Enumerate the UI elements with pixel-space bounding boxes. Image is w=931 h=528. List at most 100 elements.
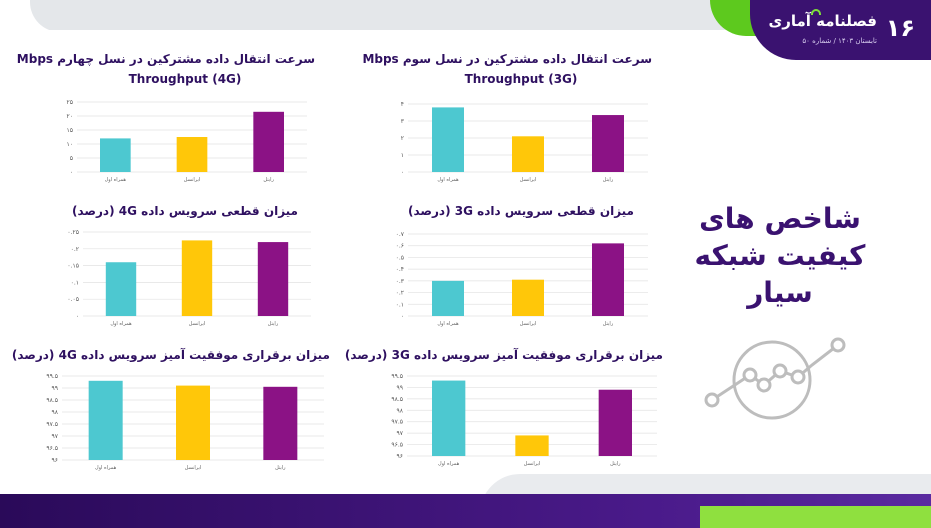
bar [515,435,549,456]
y-tick-label: ۹۷ [397,430,404,437]
y-tick-label: ۹۸.۵ [391,396,403,403]
main-title-line: شاخص های [699,202,861,235]
y-tick-label: ۲۵ [67,99,73,106]
y-tick-label: ۰.۴ [396,266,404,273]
chart-title: Throughput (3G) [464,72,578,86]
chart-title: میزان قطعی سرویس داده 4G (درصد) [72,204,298,218]
y-tick-label: ۹۸.۵ [46,397,58,404]
y-tick-label: ۹۶.۵ [46,445,58,452]
bar [88,380,123,460]
chart-drop-4g: میزان قطعی سرویس داده 4G (درصد) ۰ ۰.۰۵ ۰.۱ ۰… [55,202,315,337]
x-category-label: رایتل [275,465,286,471]
x-category-label: ایرانسل [184,177,201,183]
y-tick-label: ۰.۶ [396,243,404,250]
bar [432,280,464,316]
y-tick-label: ۰ [401,169,404,176]
y-tick-label: ۰.۱ [71,279,79,286]
y-tick-label: ۹۹.۵ [46,373,58,380]
y-tick-label: ۵ [70,155,73,162]
bar [592,115,624,172]
bar [181,240,213,316]
y-tick-label: ۹۹ [397,384,403,391]
x-category-label: رایتل [610,461,621,467]
chart-title: میزان قطعی سرویس داده 3G (درصد) [408,204,634,218]
bar [176,385,210,460]
bar [432,107,464,172]
chart-title: سرعت انتقال داده مشترکین در نسل چهارم Mb… [16,52,315,66]
y-tick-label: ۰.۲ [396,290,404,297]
y-tick-label: ۰ [70,169,73,176]
bar [598,389,632,456]
y-tick-label: ۲۰ [67,113,73,120]
bar [512,279,544,316]
brand-subtitle: تابستان ۱۴۰۳ / شماره ۵۰ [802,37,877,45]
chart-title: Throughput (4G) [128,72,242,86]
y-tick-label: ۹۹ [52,385,58,392]
y-tick-label: ۹۸ [52,409,59,416]
y-tick-label: ۰.۲۵ [67,229,79,236]
chart-svg: ۹۶ ۹۶.۵ ۹۷ ۹۷.۵ ۹۸ ۹۸.۵ ۹۹ ۹۹.۵ همراه اول ایرانسل… [46,373,324,471]
chart-svg: ۰ ۰.۱ ۰.۲ ۰.۳ ۰.۴ ۰.۵ ۰.۶ ۰.۷ همراه اول ایرانسل را… [396,231,648,327]
y-tick-label: ۰.۷ [396,231,405,238]
y-tick-label: ۹۷.۵ [46,421,58,428]
header-brand: فصلنامه آماری تابستان ۱۴۰۳ / شماره ۵۰ ۱۶ [750,0,931,60]
chart-title: سرعت انتقال داده مشترکین در نسل سوم Mbps [362,52,652,66]
y-tick-label: ۲ [401,135,404,142]
chart-title: میزان برقراری موفقیت آمیز سرویس داده 3G … [344,348,663,362]
chart-svg: ۹۶ ۹۶.۵ ۹۷ ۹۷.۵ ۹۸ ۹۸.۵ ۹۹ ۹۹.۵ همراه اول ایرانسل… [391,373,657,467]
chart-throughput-4g: سرعت انتقال داده مشترکین در نسل چهارم Mb… [16,52,315,192]
y-tick-label: ۰.۱۵ [67,263,79,270]
y-tick-label: ۹۶.۵ [391,442,403,449]
y-tick-label: ۰.۲ [71,246,79,253]
y-tick-label: ۰ [401,313,404,320]
x-category-label: ایرانسل [185,465,202,471]
y-tick-label: ۰.۰۵ [67,296,79,303]
bar [105,262,137,316]
x-category-label: همراه اول [95,465,117,471]
chart-svg: ۰ ۱ ۲ ۳ ۴ همراه اول ایرانسل رایتل [401,101,648,183]
y-tick-label: ۹۶ [397,453,403,460]
x-category-label: ایرانسل [520,177,537,183]
y-tick-label: ۹۷ [52,433,59,440]
main-title-line: کیفیت شبکه [694,239,866,272]
main-title-line: سیار [747,276,813,309]
y-tick-label: ۱۵ [67,127,73,134]
x-category-label: همراه اول [437,321,459,327]
bar [512,136,544,172]
bar [100,138,131,172]
y-tick-label: ۳ [401,118,405,125]
y-tick-label: ۹۸ [397,407,404,414]
y-tick-label: ۰.۱ [396,301,404,308]
chart-drop-3g: میزان قطعی سرویس داده 3G (درصد) ۰ ۰.۱ ۰.۲ ۰.… [390,202,652,337]
x-category-label: همراه اول [110,321,132,327]
main-title: شاخص های کیفیت شبکه سیار [690,200,870,311]
y-tick-label: ۹۶ [52,457,58,464]
top-grey-band [30,0,770,30]
bar [592,243,624,316]
bar [263,386,298,460]
y-tick-label: ۰.۵ [396,254,404,261]
y-tick-label: ۱۰ [67,141,73,148]
x-category-label: ایرانسل [524,461,541,467]
x-category-label: رایتل [263,177,274,183]
top-decor-bar [0,0,931,30]
brand-name: فصلنامه آماری [768,12,877,30]
wifi-icon [811,9,821,15]
chart-success-3g: میزان برقراری موفقیت آمیز سرویس داده 3G … [344,346,663,481]
bar [176,137,208,172]
bar [432,380,466,456]
y-tick-label: ۱ [401,152,404,159]
y-tick-label: ۹۹.۵ [391,373,403,380]
x-category-label: رایتل [603,321,614,327]
x-category-label: رایتل [268,321,279,327]
chart-svg: ۰ ۵ ۱۰ ۱۵ ۲۰ ۲۵ همراه اول ایرانسل رایتل [67,99,307,183]
x-category-label: همراه اول [437,177,459,183]
y-tick-label: ۰.۳ [396,278,405,285]
y-tick-label: ۴ [401,101,404,108]
chart-title: میزان برقراری موفقیت آمیز سرویس داده 4G … [11,348,330,362]
trend-chart-icon [704,337,846,420]
chart-success-4g: میزان برقراری موفقیت آمیز سرویس داده 4G … [11,346,330,481]
page-number: ۱۶ [885,14,915,42]
chart-throughput-3g: سرعت انتقال داده مشترکین در نسل سوم Mbps… [362,52,652,192]
y-tick-label: ۰ [76,313,79,320]
